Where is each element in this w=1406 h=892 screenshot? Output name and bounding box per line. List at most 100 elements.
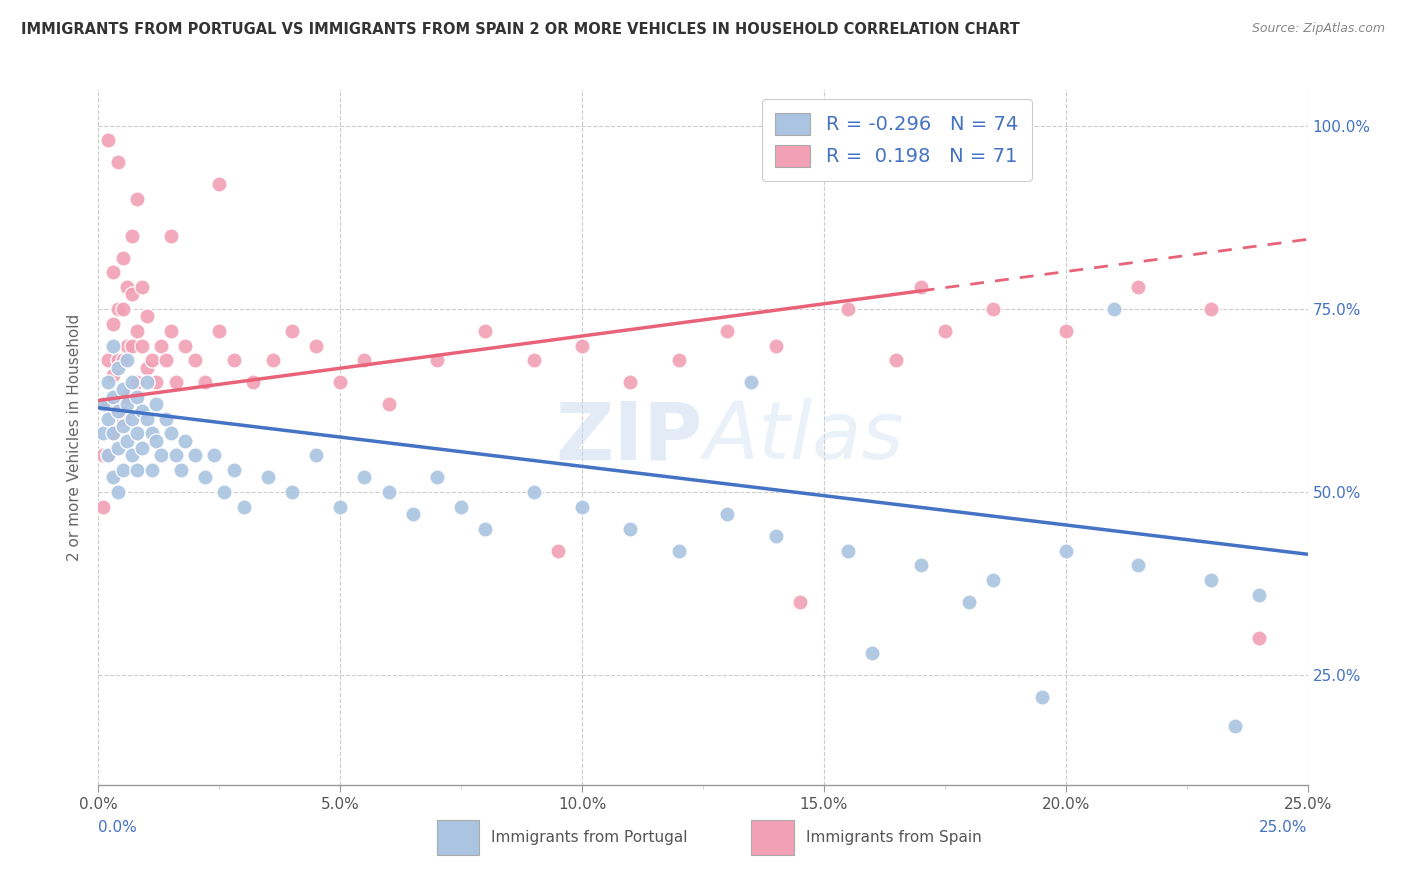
Point <box>160 324 183 338</box>
Text: ZIP: ZIP <box>555 398 703 476</box>
Point <box>547 543 569 558</box>
Legend: R = -0.296   N = 74, R =  0.198   N = 71: R = -0.296 N = 74, R = 0.198 N = 71 <box>762 99 1032 181</box>
Point <box>160 426 183 441</box>
Point <box>837 301 859 316</box>
Point <box>184 353 207 368</box>
Point <box>111 383 134 397</box>
Point <box>523 353 546 368</box>
Point <box>141 353 163 368</box>
Point <box>127 390 149 404</box>
Point <box>204 449 226 463</box>
Point <box>1199 573 1222 587</box>
Point <box>131 404 153 418</box>
Point <box>281 485 304 500</box>
Point <box>165 375 187 389</box>
Point <box>232 500 254 514</box>
Point <box>117 280 139 294</box>
Point <box>107 360 129 375</box>
Point <box>1102 301 1125 316</box>
Point <box>97 375 120 389</box>
Point <box>1249 632 1271 646</box>
Point <box>1223 719 1246 733</box>
Point <box>789 595 811 609</box>
Point <box>121 287 143 301</box>
Point <box>97 397 120 411</box>
Point <box>117 434 139 448</box>
Point <box>262 353 284 368</box>
Point <box>107 404 129 418</box>
Point <box>377 397 399 411</box>
Text: Source: ZipAtlas.com: Source: ZipAtlas.com <box>1251 22 1385 36</box>
Point <box>160 228 183 243</box>
Point <box>127 375 149 389</box>
Point <box>523 485 546 500</box>
Point <box>135 310 157 324</box>
Point <box>135 360 157 375</box>
Point <box>117 353 139 368</box>
Point <box>145 397 167 411</box>
Point <box>957 595 980 609</box>
Point <box>97 449 120 463</box>
Point <box>127 192 149 206</box>
Point <box>101 470 124 484</box>
Point <box>934 324 956 338</box>
Point <box>111 411 134 425</box>
Point <box>97 133 120 147</box>
Point <box>329 500 352 514</box>
Point <box>101 368 124 382</box>
Point <box>91 500 114 514</box>
Point <box>740 375 762 389</box>
Point <box>91 397 114 411</box>
Point <box>377 485 399 500</box>
Point <box>174 434 197 448</box>
Point <box>117 390 139 404</box>
Point <box>281 324 304 338</box>
Point <box>1249 588 1271 602</box>
Point <box>1054 543 1077 558</box>
Point <box>474 522 496 536</box>
Point <box>117 338 139 352</box>
Point <box>981 573 1004 587</box>
Point <box>212 485 235 500</box>
Point <box>426 470 449 484</box>
Point <box>107 441 129 455</box>
Point <box>141 463 163 477</box>
Point <box>117 397 139 411</box>
Point <box>668 353 690 368</box>
Point <box>886 353 908 368</box>
Point <box>131 338 153 352</box>
Point <box>765 338 787 352</box>
Point <box>910 558 932 573</box>
Point <box>107 353 129 368</box>
Point <box>450 500 472 514</box>
Point <box>426 353 449 368</box>
Point <box>1031 690 1053 704</box>
Point <box>107 155 129 169</box>
FancyBboxPatch shape <box>437 820 479 855</box>
Point <box>150 338 173 352</box>
Point <box>353 470 375 484</box>
Point <box>619 375 641 389</box>
Point <box>91 426 114 441</box>
Point <box>121 228 143 243</box>
Point <box>135 375 157 389</box>
Point <box>111 251 134 265</box>
Point <box>571 338 593 352</box>
Point <box>101 317 124 331</box>
Point <box>208 324 231 338</box>
Point <box>127 324 149 338</box>
Point <box>155 353 177 368</box>
Point <box>184 449 207 463</box>
Point <box>242 375 264 389</box>
Point <box>155 411 177 425</box>
Point <box>208 178 231 192</box>
Point <box>305 338 328 352</box>
Text: Atlas: Atlas <box>703 398 904 476</box>
FancyBboxPatch shape <box>751 820 794 855</box>
Point <box>91 449 114 463</box>
Point <box>127 463 149 477</box>
Point <box>402 507 425 521</box>
Point <box>174 338 197 352</box>
Point <box>101 338 124 352</box>
Point <box>1199 301 1222 316</box>
